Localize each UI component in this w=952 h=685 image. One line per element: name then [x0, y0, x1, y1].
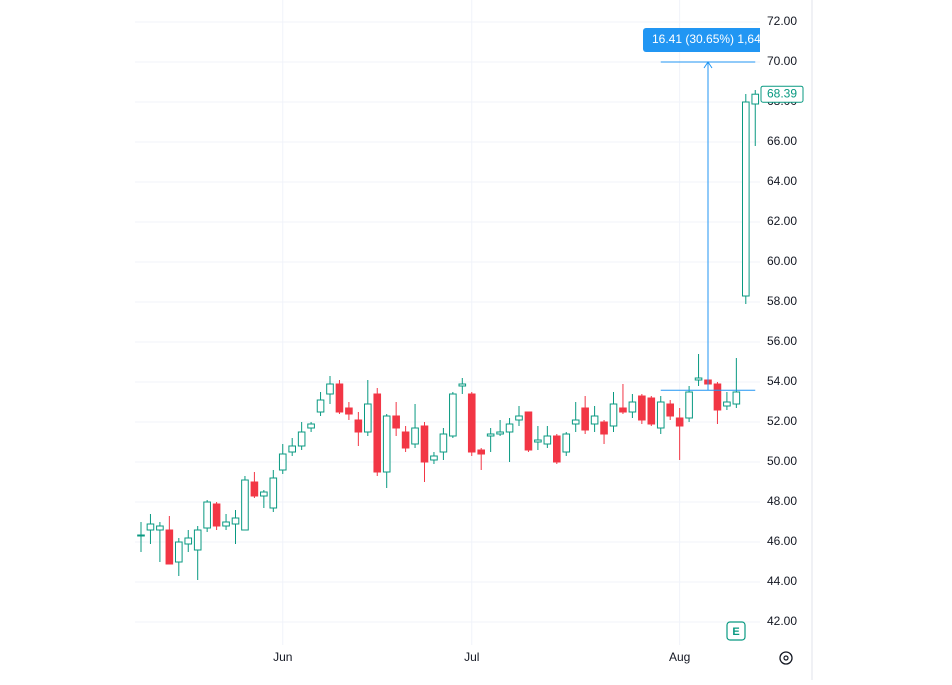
candle-body	[420, 425, 429, 463]
candle-body	[553, 435, 561, 463]
candle-body	[175, 541, 183, 563]
candle-body	[184, 537, 193, 545]
measure-arrowhead	[703, 61, 713, 69]
candle-body	[751, 93, 760, 105]
candle-body	[278, 453, 287, 471]
candle-body	[449, 393, 457, 437]
plot-area: 16.41 (30.65%) 1,64	[137, 28, 761, 580]
last-price-box	[760, 85, 804, 103]
candle-body	[458, 383, 467, 387]
candle-body	[713, 383, 722, 411]
candle-body	[193, 529, 202, 551]
candle-body	[638, 395, 646, 421]
candle-body	[543, 435, 552, 445]
candle-body	[430, 455, 438, 461]
candle-body	[477, 449, 485, 455]
x-tick-label: Aug	[669, 650, 690, 664]
candle-body	[628, 401, 637, 413]
candle-body	[137, 534, 145, 537]
candle-body	[666, 403, 675, 417]
candle-body	[723, 401, 731, 407]
candle-body	[231, 517, 240, 525]
candle-body	[269, 477, 278, 509]
candle-body	[562, 433, 571, 453]
y-tick-label: 50.00	[767, 454, 797, 468]
candle-body	[165, 529, 174, 565]
candle-body	[694, 377, 703, 381]
candle-body	[316, 399, 325, 413]
candle-body	[619, 407, 627, 413]
candle-body	[297, 431, 306, 447]
candle-body	[467, 393, 476, 453]
candle-body	[486, 433, 495, 437]
candle-body	[203, 501, 211, 529]
y-tick-label: 70.00	[767, 54, 797, 68]
candle-body	[524, 411, 533, 451]
measure-label: 16.41 (30.65%) 1,64	[652, 32, 761, 46]
y-tick-label: 56.00	[767, 334, 797, 348]
candle-body	[496, 431, 504, 435]
y-tick-label: 64.00	[767, 174, 797, 188]
candle-body	[156, 525, 164, 531]
candle-body	[307, 423, 315, 429]
candle-body	[401, 431, 410, 449]
candle-body	[288, 445, 296, 453]
candle-body	[260, 491, 268, 497]
candle-body	[222, 521, 230, 527]
candle-body	[411, 427, 419, 445]
candle-body	[600, 421, 608, 435]
svg-text:E: E	[732, 626, 739, 638]
candle-body	[382, 415, 391, 473]
last-price-label: 68.39	[767, 86, 797, 100]
candle-body	[534, 439, 542, 443]
candle-body	[335, 383, 344, 413]
candle-body	[590, 415, 599, 425]
y-tick-label: 62.00	[767, 214, 797, 228]
candle-body	[505, 423, 514, 433]
candle-body	[581, 407, 589, 431]
candle-body	[354, 419, 363, 433]
candle-body	[732, 391, 741, 405]
candle-body	[685, 391, 693, 419]
y-tick-label: 72.00	[767, 14, 797, 28]
measure-label-box	[643, 28, 760, 52]
candle-body	[742, 101, 750, 297]
x-tick-label: Jun	[273, 650, 292, 664]
candle-body	[515, 415, 523, 421]
y-tick-label: 42.00	[767, 614, 797, 628]
earnings-icon[interactable]: E	[726, 621, 746, 641]
candle-body	[571, 419, 580, 425]
y-tick-label: 46.00	[767, 534, 797, 548]
settings-icon[interactable]	[779, 651, 793, 665]
y-tick-label: 58.00	[767, 294, 797, 308]
candle-body	[364, 403, 372, 433]
candle-body	[241, 479, 249, 531]
candle-body	[675, 417, 684, 427]
price-axis: 42.00 44.00 46.00 48.00 50.00 52.00 54.00 56.00…	[760, 0, 813, 680]
candle-body	[392, 415, 400, 429]
candle-body	[439, 433, 448, 453]
candle-body	[656, 401, 665, 429]
candle-body	[212, 503, 221, 527]
candle-body	[250, 481, 259, 497]
x-tick-label: Jul	[464, 650, 479, 664]
candle-body	[326, 383, 334, 395]
candle-body	[609, 403, 618, 427]
y-tick-label: 52.00	[767, 414, 797, 428]
candle-body	[146, 523, 155, 531]
grid	[135, 0, 760, 645]
y-tick-label: 44.00	[767, 574, 797, 588]
y-tick-label: 48.00	[767, 494, 797, 508]
candle-body	[647, 397, 656, 425]
y-tick-label: 60.00	[767, 254, 797, 268]
candle-body	[373, 393, 382, 473]
y-tick-label: 54.00	[767, 374, 797, 388]
candle-body	[345, 407, 353, 415]
y-tick-label: 66.00	[767, 134, 797, 148]
